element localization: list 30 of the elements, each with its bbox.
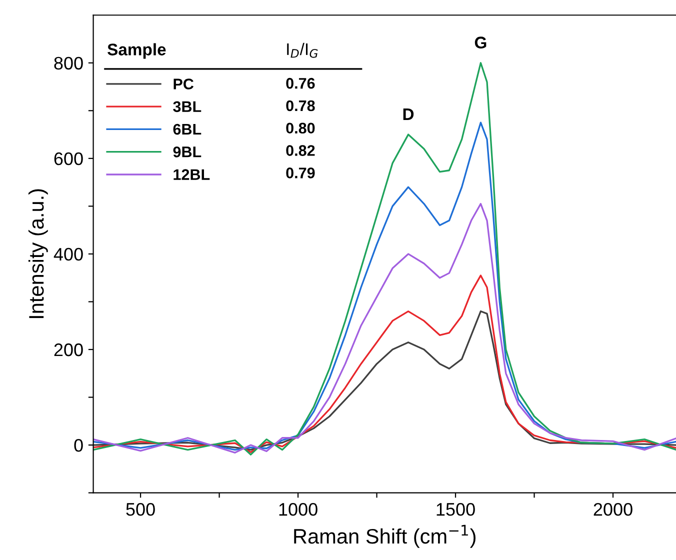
x-tick-label: 2000 <box>594 503 632 516</box>
annotation: 0.78 <box>286 100 315 112</box>
y-tick-label: 400 <box>54 248 83 261</box>
x-tick-label: 1500 <box>436 503 475 516</box>
y-tick-label: 800 <box>54 56 83 70</box>
line-series <box>93 122 676 451</box>
annotation: 0.79 <box>286 168 315 178</box>
annotation: D <box>403 108 414 120</box>
line-series <box>93 62 676 456</box>
legend-label: PC <box>174 78 194 90</box>
legend-label: 6BL <box>173 124 202 135</box>
line-series <box>93 274 676 454</box>
y-axis-title: Intensity (a.u.) <box>28 189 48 318</box>
annotation: 0.76 <box>286 78 315 89</box>
legend-title: Sample <box>108 43 166 59</box>
y-tick-label: 600 <box>54 152 83 166</box>
legend-label: 12BL <box>174 169 210 180</box>
line-series <box>93 202 676 454</box>
line-series <box>93 310 676 451</box>
y-tick-label: 0 <box>74 438 83 452</box>
y-tick-label: 200 <box>54 343 83 356</box>
annotation: 0.82 <box>286 145 315 156</box>
annotation: I$_{D}$/I$_{G}$ <box>287 42 318 58</box>
x-axis-title: Raman Shift (cm$^{−1}$) <box>294 524 476 548</box>
legend-label: 3BL <box>173 101 202 112</box>
annotation: 0.80 <box>286 122 315 134</box>
x-tick-label: 500 <box>126 503 155 516</box>
x-tick-label: 1000 <box>279 503 318 516</box>
legend-label: 9BL <box>173 146 202 158</box>
annotation: G <box>474 36 486 48</box>
